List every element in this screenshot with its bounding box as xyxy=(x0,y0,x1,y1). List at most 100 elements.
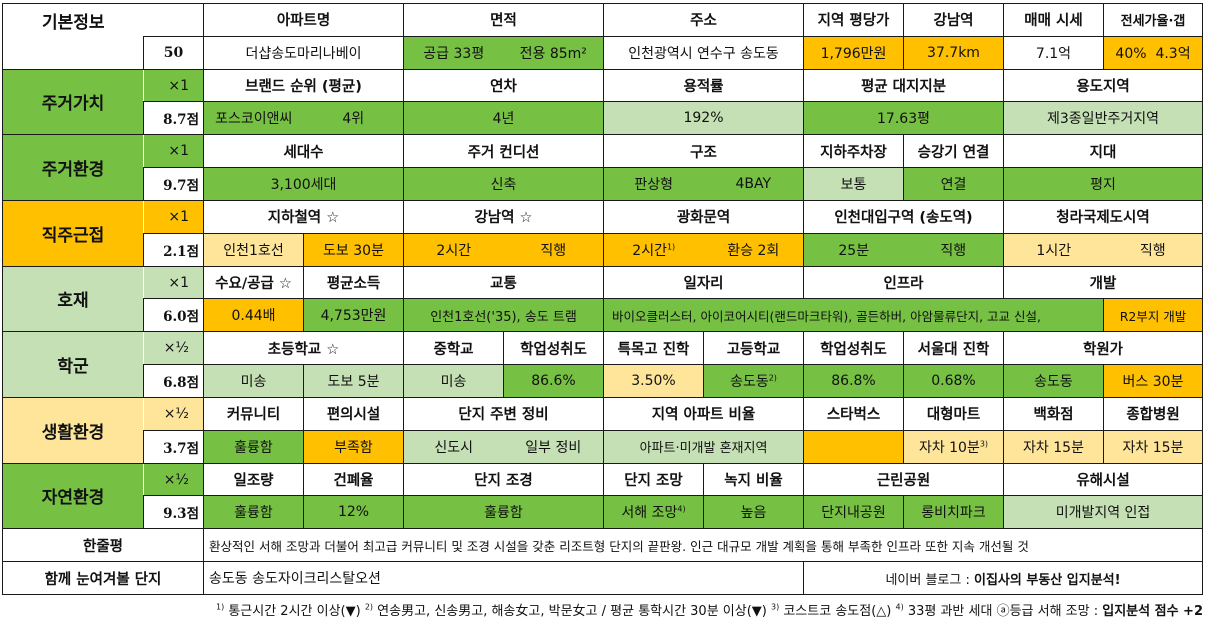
hospital: 자차 15분 xyxy=(1103,429,1203,464)
households: 3,100세대 xyxy=(203,167,404,201)
header-infra: 인프라 xyxy=(803,265,1004,300)
commute-header-row: 직주근접 ×1 지하철역 ☆ 강남역 ☆ 광화문역 인천대입구역 (송도역) 청… xyxy=(2,199,1203,267)
score: 6.8점 xyxy=(143,364,204,398)
convenience: 부족함 xyxy=(303,429,404,464)
location-analysis-sheet: 기본정보 아파트명 면적 주소 지역 평당가 강남역 매매 시세 전세가율·갭 … xyxy=(2,3,1203,595)
header-academy: 학원가 xyxy=(1003,331,1203,366)
header-address: 주소 xyxy=(603,3,804,37)
park-in-complex: 단지내공원 xyxy=(803,495,904,530)
building-coverage: 12% xyxy=(303,495,404,530)
high-cell: 송도동2) xyxy=(703,364,804,398)
header-station: 지하철역 ☆ xyxy=(203,199,404,234)
elementary: 미송 xyxy=(203,364,304,398)
area-exclusive: 전용 85m² xyxy=(503,35,604,70)
bay: 4BAY xyxy=(703,167,804,201)
header-bcr: 건폐율 xyxy=(303,462,404,497)
header-high-score: 학업성취도 xyxy=(803,331,904,366)
header-gangnam: 강남역 xyxy=(903,3,1004,37)
header-cheongna: 청라국제도시역 xyxy=(1003,199,1203,234)
mart: 자차 10분 xyxy=(918,439,980,456)
view-cell: 서해 조망4) xyxy=(603,495,704,530)
brand: 포스코이앤씨 xyxy=(203,101,304,136)
multiplier: ×½ xyxy=(143,331,204,365)
category-residential-env: 주거환경 xyxy=(2,134,144,201)
header-hospital: 종합병원 xyxy=(1103,396,1203,431)
multiplier: ×½ xyxy=(143,462,204,496)
development-project: R2부지 개발 xyxy=(1103,298,1203,333)
category-nature: 자연환경 xyxy=(2,462,144,530)
development-header-row: 호재 ×1 수요/공급 ☆ 평균소득 교통 일자리 인프라 개발 xyxy=(2,265,1203,333)
footnote-mark: 2) xyxy=(768,373,777,383)
station-line: 인천1호선 xyxy=(203,232,304,267)
footnote-mark: 4) xyxy=(677,504,686,514)
address: 인천광역시 연수구 송도동 xyxy=(603,35,804,70)
score: 8.7점 xyxy=(143,101,204,136)
header-snu: 서울대 진학 xyxy=(903,331,1004,366)
score: 9.3점 xyxy=(143,495,204,530)
sale-price: 7.1억 xyxy=(1003,35,1104,70)
commute-row: 2.1점 인천1호선 도보 30분 2시간 직행 2시간1) 환승 2회 25분… xyxy=(3,232,1203,267)
summary-row: 한줄평 환상적인 서해 조망과 더불어 최고급 커뮤니티 및 조경 시설을 갖춘… xyxy=(2,528,1203,563)
header-mart: 대형마트 xyxy=(903,396,1004,431)
land-share: 17.63평 xyxy=(803,101,1004,136)
header-surroundings: 단지 주변 정비 xyxy=(403,396,604,431)
footnote-mark: 4) xyxy=(895,602,904,612)
zoning: 제3종일반주거지역 xyxy=(1003,101,1203,136)
header-apt-ratio: 지역 아파트 비율 xyxy=(603,396,804,431)
header-land-share: 평균 대지지분 xyxy=(803,68,1004,103)
multiplier: ×1 xyxy=(143,134,204,168)
bonus-score: 입지분석 점수 +2 xyxy=(1102,604,1203,619)
terrain: 평지 xyxy=(1003,167,1203,201)
basic-value-row: 50 더샵송도마리나베이 공급 33평 전용 85m² 인천광역시 연수구 송도… xyxy=(2,35,1203,70)
starbucks xyxy=(803,429,904,464)
multiplier: ×1 xyxy=(143,199,204,234)
header-green-ratio: 녹지 비율 xyxy=(703,462,804,497)
header-landscape: 단지 조경 xyxy=(403,462,604,497)
community: 훌륭함 xyxy=(203,429,304,464)
header-park: 근린공원 xyxy=(803,462,1004,497)
high: 송도동 xyxy=(730,374,769,391)
header-apt-name: 아파트명 xyxy=(203,3,404,37)
academy-bus: 버스 30분 xyxy=(1103,364,1203,398)
supply-demand: 0.44배 xyxy=(203,298,304,333)
view: 서해 조망 xyxy=(621,505,678,522)
incheon-mode: 직행 xyxy=(903,232,1004,267)
station-walk: 도보 30분 xyxy=(303,232,404,267)
cheongna-time: 1시간 xyxy=(1003,232,1104,267)
middle: 미송 xyxy=(403,364,504,398)
middle-score: 86.6% xyxy=(503,364,604,398)
age: 4년 xyxy=(403,101,604,136)
condition: 신축 xyxy=(403,167,604,201)
multiplier: ×1 xyxy=(143,68,204,102)
price-per-pyeong: 1,796만원 xyxy=(803,35,904,70)
footnote-mark: 1) xyxy=(215,602,225,612)
header-sunlight: 일조량 xyxy=(203,462,304,497)
brand-rank: 4위 xyxy=(303,101,404,136)
header-condition: 주거 컨디션 xyxy=(403,134,604,169)
nature-row: 9.3점 훌륭함 12% 훌륭함 서해 조망4) 높음 단지내공원 롱비치파크 … xyxy=(3,495,1203,530)
apt-name: 더샵송도마리나베이 xyxy=(203,35,404,70)
header-elevator: 승강기 연결 xyxy=(903,134,1004,169)
category-commute: 직주근접 xyxy=(2,199,144,267)
blog-prefix: 네이버 블로그 : xyxy=(885,572,974,588)
residential-env-row: 9.7점 3,100세대 신축 판상형 4BAY 보통 연결 평지 xyxy=(3,167,1203,201)
development-row: 6.0점 0.44배 4,753만원 인천1호선('35), 송도 트램 바이오… xyxy=(3,298,1203,333)
academy: 송도동 xyxy=(1003,364,1104,398)
transport: 인천1호선('35), 송도 트램 xyxy=(403,298,604,333)
header-department: 백화점 xyxy=(1003,396,1104,431)
category-living: 생활환경 xyxy=(2,396,144,464)
header-middle-score: 학업성취도 xyxy=(503,331,604,366)
header-zoning: 용도지역 xyxy=(1003,68,1203,103)
category-residential-value: 주거가치 xyxy=(2,68,144,136)
gwanghwamun-mode: 환승 2회 xyxy=(703,232,804,267)
residential-env-header-row: 주거환경 ×1 세대수 주거 컨디션 구조 지하주차장 승강기 연결 지대 xyxy=(2,134,1203,201)
category-development: 호재 xyxy=(2,265,144,333)
header-starbucks: 스타벅스 xyxy=(803,396,904,431)
living-header-row: 생활환경 ×½ 커뮤니티 편의시설 단지 주변 정비 지역 아파트 비율 스타벅… xyxy=(2,396,1203,464)
gwanghwamun-time: 2시간 xyxy=(632,242,667,259)
header-gwanghwamun: 광화문역 xyxy=(603,199,804,234)
park-longbeach: 롱비치파크 xyxy=(903,495,1004,530)
header-terrain: 지대 xyxy=(1003,134,1203,169)
compare-row: 함께 눈여겨볼 단지 송도동 송도자이크리스탈오션 네이버 블로그 : 이집사의… xyxy=(2,561,1203,595)
header-brand-rank: 브랜드 순위 (평균) xyxy=(203,68,404,103)
